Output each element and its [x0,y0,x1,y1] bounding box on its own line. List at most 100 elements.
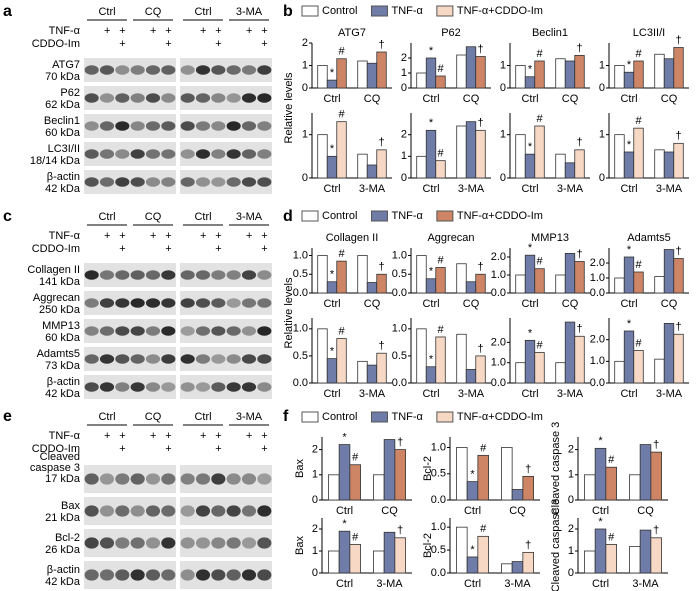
bar [654,276,665,294]
x-tick-label: Ctrl [323,93,340,105]
bar [564,60,576,89]
bar [475,56,486,89]
blot-band [257,382,272,392]
blot-band [115,354,130,364]
significance-mark: † [675,321,681,333]
treatment-lanes: + [119,443,125,455]
significance-mark: # [437,254,444,266]
x-tick-label: 3-MA [656,388,683,400]
significance-mark: * [528,64,533,76]
x-tick-label: Ctrl [464,505,481,517]
blot-band [84,270,99,280]
significance-mark: † [378,261,384,273]
blot-band [115,177,130,187]
bar [366,62,378,89]
y-tick-label: 1.0 [491,357,506,369]
legend-label: TNF-α+CDDO-Im [457,210,543,222]
bar [654,53,665,89]
blot-strip [84,529,176,557]
y-axis-title: Cleaved caspase 3 [550,499,562,591]
bar [574,54,585,89]
bar [416,328,427,384]
blot-band [195,149,211,159]
y-tick-label: 0.0 [431,494,446,506]
bar [673,47,684,89]
bar [555,58,566,89]
protein-size: 18/14 kDa [30,155,81,167]
treatment-lanes: + [261,243,267,255]
x-tick-label: Ctrl [620,93,637,105]
blot-band [211,270,226,280]
bar [425,278,437,294]
bar [663,249,675,294]
bar [416,255,427,294]
significance-mark: # [635,259,642,271]
panel-label: e [3,408,12,425]
bar [456,447,468,501]
chart-title: P62 [441,27,461,39]
y-tick-label: 0 [568,567,574,579]
x-tick-label: 3-MA [458,388,485,400]
blot-band [130,121,145,131]
bar [555,153,566,179]
y-tick-label: 1 [568,545,574,557]
blot-strip [84,86,176,110]
y-tick-label: 2.0 [590,257,605,269]
significance-mark: † [675,34,681,46]
bar [373,550,385,574]
blot-strip [180,142,272,166]
blot-band [84,382,99,392]
y-tick-label: 0.0 [392,377,407,389]
blot-band [241,354,257,364]
y-tick-label: 1 [568,469,574,481]
y-tick-label: 2 [401,52,407,64]
blot-band [195,298,211,308]
treatment-name: CDDO-Im [32,443,80,455]
bar [475,129,486,179]
blot-band [241,121,257,131]
bar [435,75,446,89]
blot-band [84,326,99,336]
blot-band [115,537,130,549]
significance-mark: * [470,544,475,556]
x-tick-label: CQ [661,298,678,310]
blot-band [115,149,130,159]
blot-band [99,177,115,187]
treatment-name: TNF-α [49,25,81,37]
protein-size: 42 kDa [45,388,81,400]
significance-mark: * [330,346,335,358]
blot-band [180,382,195,392]
blot-band [180,298,195,308]
bar [673,333,684,384]
protein-name: Cleaved [40,451,80,463]
x-tick-label: 3-MA [656,183,683,195]
legend-label: TNF-α [391,210,423,222]
blot-band [180,65,195,75]
bar [534,352,545,384]
blot-strip [180,561,272,589]
blot-band [130,149,145,159]
bar [574,149,585,179]
significance-mark: * [528,327,533,339]
x-tick-label: Ctrl [521,183,538,195]
bar [394,449,406,501]
y-tick-label: 2.0 [590,334,605,346]
blot-band [241,326,257,336]
blot-band [145,149,161,159]
bar [425,129,437,179]
blot-strip [180,497,272,525]
y-tick-label: 0 [500,172,506,184]
blot-band [130,270,145,280]
blot-band [226,354,241,364]
bar [326,358,338,384]
bar [515,65,526,89]
y-axis-title: Cleaved caspase 3 [550,422,562,516]
blot-band [211,121,226,131]
blot-band [99,569,115,581]
blot-band [115,326,130,336]
bar [357,153,368,179]
significance-mark: * [627,318,632,330]
bar [349,544,361,574]
significance-mark: # [480,523,487,535]
bar [383,439,396,501]
